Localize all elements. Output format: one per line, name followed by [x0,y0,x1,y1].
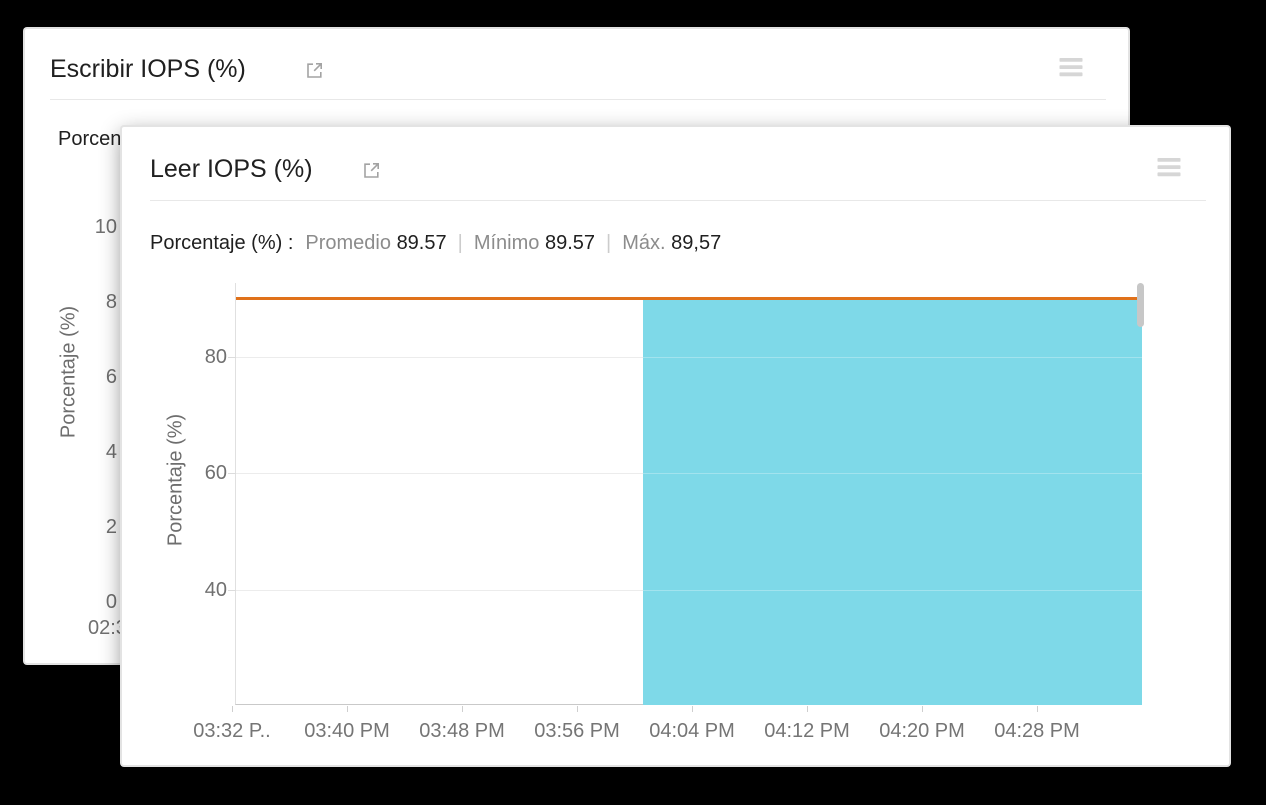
stats-min-value: 89.57 [544,232,596,254]
leer-x-tick: 04:12 PM [764,720,850,742]
hamburger-menu-icon[interactable] [1157,157,1181,183]
leer-card-title: Leer IOPS (%) [150,155,313,183]
leer-x-tick: 04:28 PM [994,720,1080,742]
x-tickmark [232,706,233,712]
external-link-icon[interactable] [361,160,382,186]
escribir-stats-fragment: Porcent [58,128,127,150]
gridline-overlay [643,357,1142,358]
stats-max-value: 89,57 [671,232,722,254]
hamburger-menu-glyph [1059,58,1083,77]
leer-x-tick: 03:56 PM [534,720,620,742]
stats-separator: | [457,232,463,254]
escribir-y-tick: 2 [105,516,117,538]
escribir-card-title: Escribir IOPS (%) [50,55,246,83]
series-constant-line [236,297,1142,300]
x-tickmark [807,706,808,712]
leer-iops-card: Leer IOPS (%) Porcentaje (%) : Promedio 8… [122,127,1229,765]
stats-avg-value: 89.57 [396,232,447,254]
leer-y-tick: 60 [204,462,227,484]
x-tickmark [1037,706,1038,712]
x-tickmark [577,706,578,712]
gridline-overlay [643,473,1142,474]
x-axis-labels: 03:32 P.. 03:40 PM 03:48 PM 03:56 PM 04:… [190,718,1230,744]
external-link-icon[interactable] [304,60,325,86]
header-divider [150,200,1206,201]
y-tickmark [228,357,236,358]
escribir-y-tick: 10 [94,216,117,238]
x-tickmark [692,706,693,712]
hamburger-menu-icon[interactable] [1059,57,1083,83]
stats-series-label: Porcentaje (%) : [150,232,294,254]
series-area-fill [643,300,1142,705]
leer-x-tick: 04:20 PM [879,720,965,742]
escribir-x-tick-fragment: 02:3 [88,617,127,639]
x-tickmark [462,706,463,712]
external-link-icon-glyph [364,163,379,178]
stats-row: Porcentaje (%) : Promedio 89.57 | Mínimo 89… [150,230,721,256]
stats-avg-label: Promedio [305,232,391,254]
x-tickmark [922,706,923,712]
y-tickmark [228,590,236,591]
external-link-icon-glyph [307,63,322,78]
leer-x-tick: 03:32 P.. [193,720,271,742]
escribir-y-tick: 4 [105,441,117,463]
vertical-scrollbar-thumb[interactable] [1137,283,1144,327]
escribir-y-tick: 6 [105,366,117,388]
escribir-y-tick: 8 [105,291,117,313]
stats-min-label: Mínimo [473,232,540,254]
stats-separator: | [606,232,612,254]
gridline-overlay [643,590,1142,591]
escribir-y-tick: 0 [105,591,117,613]
x-tickmark [347,706,348,712]
chart-plot-area[interactable] [228,283,1144,705]
leer-y-tick: 40 [204,579,227,601]
header-divider [50,99,1106,100]
stats-max-label: Máx. [622,232,666,254]
leer-x-tick: 03:48 PM [419,720,505,742]
hamburger-menu-glyph [1157,158,1181,177]
leer-x-tick: 03:40 PM [304,720,390,742]
leer-x-tick: 04:04 PM [649,720,735,742]
y-tickmark [228,473,236,474]
leer-y-tick: 80 [204,346,227,368]
